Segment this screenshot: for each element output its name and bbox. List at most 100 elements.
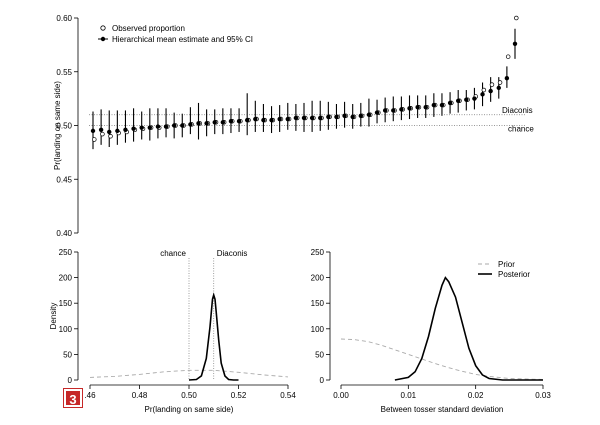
y-tick-label: 0.40: [56, 229, 72, 238]
legend-observed-marker: [100, 25, 106, 31]
hierarchical-mean-point: [407, 106, 412, 111]
observed-proportion-point: [514, 15, 519, 21]
x-tick-label: 0.00: [333, 391, 349, 400]
y-tick-label: 0.45: [56, 175, 72, 184]
hierarchical-mean-point: [115, 128, 120, 134]
x-tick-label: 0.50: [181, 391, 197, 400]
hierarchical-mean-point: [464, 97, 469, 102]
hierarchical-mean-point: [382, 108, 388, 113]
y-tick-label: 100: [311, 325, 325, 334]
observed-proportion-point: [481, 87, 487, 93]
x-tick-label: 0.54: [280, 391, 296, 400]
y-tick-label: 250: [59, 248, 73, 257]
hierarchical-mean-point: [480, 92, 485, 97]
hierarchical-mean-point: [374, 110, 380, 115]
hierarchical-mean-point: [196, 121, 201, 126]
observed-proportion-point: [505, 54, 511, 59]
bottom-right-density-panel: 0 50 100 150 200 250 0.00 0.01 0.02 0.03 Between t…: [311, 248, 552, 414]
y-tick-label: 0: [68, 376, 73, 385]
hierarchical-mean-point: [318, 115, 323, 121]
hierarchical-mean-point: [269, 117, 274, 123]
hierarchical-mean-point: [399, 107, 404, 112]
hierarchical-mean-point: [261, 117, 266, 123]
x-axis-label: Pr(landing on same side): [145, 405, 234, 414]
x-tick-label: 0.01: [401, 391, 417, 400]
hierarchical-mean-point: [301, 115, 307, 121]
legend-estimate-marker: [100, 36, 106, 42]
hierarchical-mean-point: [139, 125, 144, 130]
y-tick-label: 150: [311, 299, 325, 308]
y-axis-label: Density: [49, 303, 58, 330]
posterior-density-curve: [394, 276, 543, 381]
figure-number-badge: 3: [63, 388, 83, 408]
hierarchical-mean-point: [98, 127, 104, 132]
y-tick-label: 50: [315, 350, 324, 359]
y-tick-label: 0: [320, 376, 325, 385]
hierarchical-mean-point: [293, 115, 299, 121]
hierarchical-mean-point: [391, 108, 396, 113]
y-tick-label: 250: [311, 248, 325, 257]
hierarchical-mean-point: [496, 85, 501, 91]
hierarchical-mean-point: [163, 124, 169, 129]
y-tick-label: 0.50: [56, 122, 72, 131]
hierarchical-mean-point: [358, 113, 364, 119]
hierarchical-mean-point: [472, 96, 477, 101]
hierarchical-mean-point: [180, 123, 185, 128]
posterior-density-curve: [188, 292, 239, 381]
y-tick-label: 0.55: [56, 68, 72, 77]
observed-proportion-point: [497, 80, 503, 85]
y-tick-label: 200: [311, 274, 325, 283]
hierarchical-mean-point: [90, 128, 96, 134]
bottom-left-density-panel: 0 50 100 150 200 250 .46 0.48 0.50 0.52 0.54 Pr(lan…: [49, 248, 296, 414]
hierarchical-mean-point: [431, 102, 437, 108]
y-tick-label: 50: [63, 350, 72, 359]
hierarchical-mean-point: [123, 127, 128, 132]
legend-prior-label: Prior: [498, 260, 515, 269]
y-tick-label: 0.60: [56, 14, 72, 23]
hierarchical-mean-point: [488, 88, 493, 94]
hierarchical-mean-point: [220, 120, 226, 125]
hierarchical-mean-point: [228, 119, 234, 124]
y-axis-label: Pr(landing on same side): [53, 81, 62, 170]
hierarchical-mean-point: [415, 105, 420, 110]
hierarchical-mean-point: [188, 122, 193, 127]
hierarchical-mean-point: [204, 121, 209, 126]
x-tick-label: .46: [84, 391, 96, 400]
hierarchical-mean-point: [334, 114, 339, 120]
reference-line-label: Diaconis: [502, 106, 533, 115]
hierarchical-mean-point: [212, 120, 217, 125]
hierarchical-mean-point: [512, 41, 518, 46]
hierarchical-mean-point: [277, 116, 282, 122]
hierarchical-mean-point: [236, 119, 242, 124]
legend-estimate-label: Hierarchical mean estimate and 95% CI: [112, 35, 253, 44]
hierarchical-mean-point: [504, 76, 510, 81]
y-tick-label: 150: [59, 299, 73, 308]
legend-posterior-label: Posterior: [498, 270, 530, 279]
hierarchical-mean-point: [155, 124, 161, 129]
reference-line-label: chance: [160, 249, 186, 258]
hierarchical-mean-point: [147, 125, 153, 130]
reference-line-label: chance: [508, 125, 534, 134]
hierarchical-mean-point: [447, 100, 453, 106]
x-tick-label: 0.48: [132, 391, 148, 400]
x-tick-label: 0.03: [535, 391, 551, 400]
hierarchical-mean-point: [244, 117, 250, 123]
prior-density-curve: [340, 338, 544, 380]
x-axis-label: Between tosser standard deviation: [381, 405, 504, 414]
hierarchical-mean-point: [366, 112, 372, 117]
x-tick-label: 0.02: [468, 391, 484, 400]
hierarchical-mean-point: [423, 105, 428, 110]
observed-proportion-point: [100, 131, 105, 137]
hierarchical-mean-point: [326, 114, 331, 120]
hierarchical-mean-point: [439, 102, 445, 108]
hierarchical-mean-point: [309, 115, 315, 121]
observed-proportion-point: [108, 134, 113, 139]
hierarchical-mean-point: [253, 116, 258, 122]
reference-line-label: Diaconis: [217, 249, 248, 258]
hierarchical-mean-point: [171, 123, 177, 128]
hierarchical-mean-point: [131, 126, 136, 131]
hierarchical-mean-point: [285, 116, 290, 122]
hierarchical-mean-point: [107, 129, 112, 135]
observed-proportion-point: [489, 82, 495, 87]
